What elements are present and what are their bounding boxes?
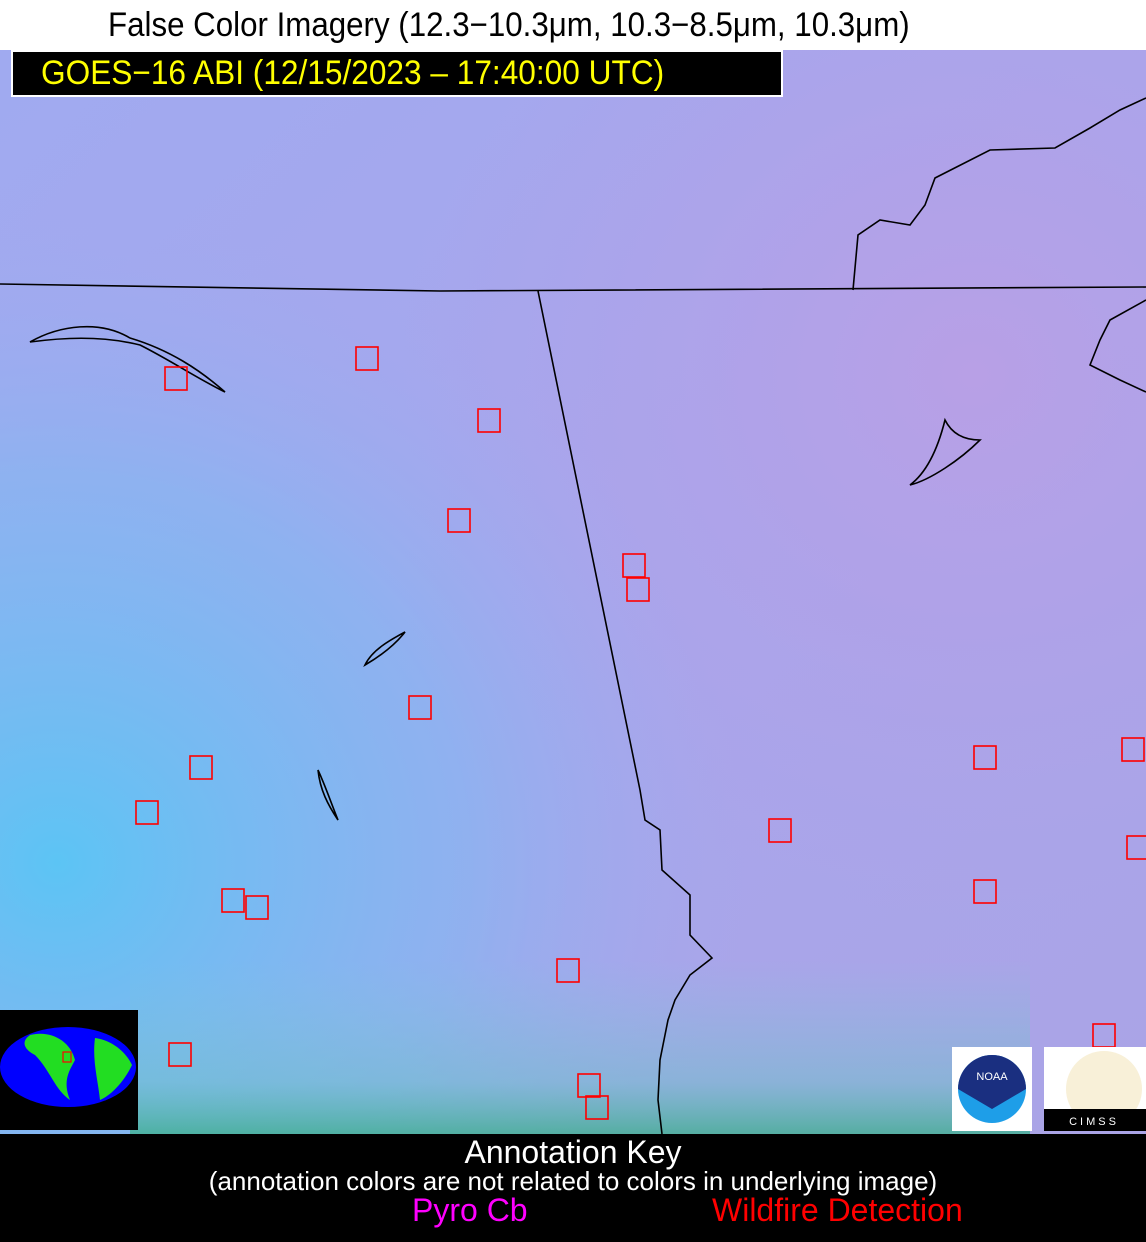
title-bar: False Color Imagery (12.3−10.3μm, 10.3−8… xyxy=(0,0,1146,50)
legend-pyro-cb: Pyro Cb xyxy=(412,1192,528,1228)
state-boundaries xyxy=(0,97,1146,1134)
wildfire-detection-box xyxy=(556,958,580,983)
wildfire-detections xyxy=(135,346,1146,1120)
wildfire-detection-box xyxy=(622,553,646,578)
wildfire-detection-box xyxy=(973,745,997,770)
cimss-logo: CIMSS xyxy=(1044,1047,1146,1131)
wildfire-detection-box xyxy=(1121,737,1145,762)
annotation-key-note: (annotation colors are not related to co… xyxy=(208,1166,938,1196)
border-line xyxy=(852,97,1146,291)
border-line xyxy=(537,290,714,1134)
wildfire-detection-box xyxy=(355,346,379,371)
border-line xyxy=(0,283,1146,292)
border-line xyxy=(1088,299,1146,393)
wildfire-detection-box xyxy=(189,755,213,780)
annotation-key-heading: Annotation Key xyxy=(464,1134,682,1170)
wildfire-detection-box xyxy=(447,508,471,533)
wildfire-detection-box xyxy=(1126,835,1146,860)
wildfire-detection-box xyxy=(477,408,501,433)
wildfire-detection-box xyxy=(973,879,997,904)
lake-outline xyxy=(909,417,982,486)
wildfire-detection-box xyxy=(135,800,159,825)
noaa-logo: NOAA xyxy=(952,1047,1032,1131)
wildfire-detection-box xyxy=(168,1042,192,1067)
wildfire-detection-box xyxy=(768,818,792,843)
legend-wildfire-detection: Wildfire Detection xyxy=(712,1192,963,1228)
lake-outline xyxy=(363,631,406,667)
wildfire-detection-box xyxy=(164,366,188,391)
lake-outline xyxy=(29,325,226,393)
globe-icon xyxy=(0,1027,136,1107)
wildfire-detection-box xyxy=(577,1073,601,1098)
svg-text:CIMSS: CIMSS xyxy=(1069,1116,1119,1128)
annotation-key: Annotation Key (annotation colors are no… xyxy=(0,1134,1146,1242)
globe-locator-inset xyxy=(0,1010,138,1130)
wildfire-detection-box xyxy=(245,895,269,920)
wildfire-detection-box xyxy=(626,577,650,602)
image-title: False Color Imagery (12.3−10.3μm, 10.3−8… xyxy=(108,6,910,44)
wildfire-detection-box xyxy=(408,695,432,720)
satellite-timestamp-banner: GOES−16 ABI (12/15/2023 – 17:40:00 UTC) xyxy=(11,50,783,97)
wildfire-detection-box xyxy=(585,1095,609,1120)
lake-outline xyxy=(317,769,339,821)
satellite-map xyxy=(0,50,1146,1134)
satellite-timestamp: GOES−16 ABI (12/15/2023 – 17:40:00 UTC) xyxy=(41,54,665,92)
wildfire-detection-box xyxy=(221,888,245,913)
svg-text:NOAA: NOAA xyxy=(976,1071,1008,1083)
